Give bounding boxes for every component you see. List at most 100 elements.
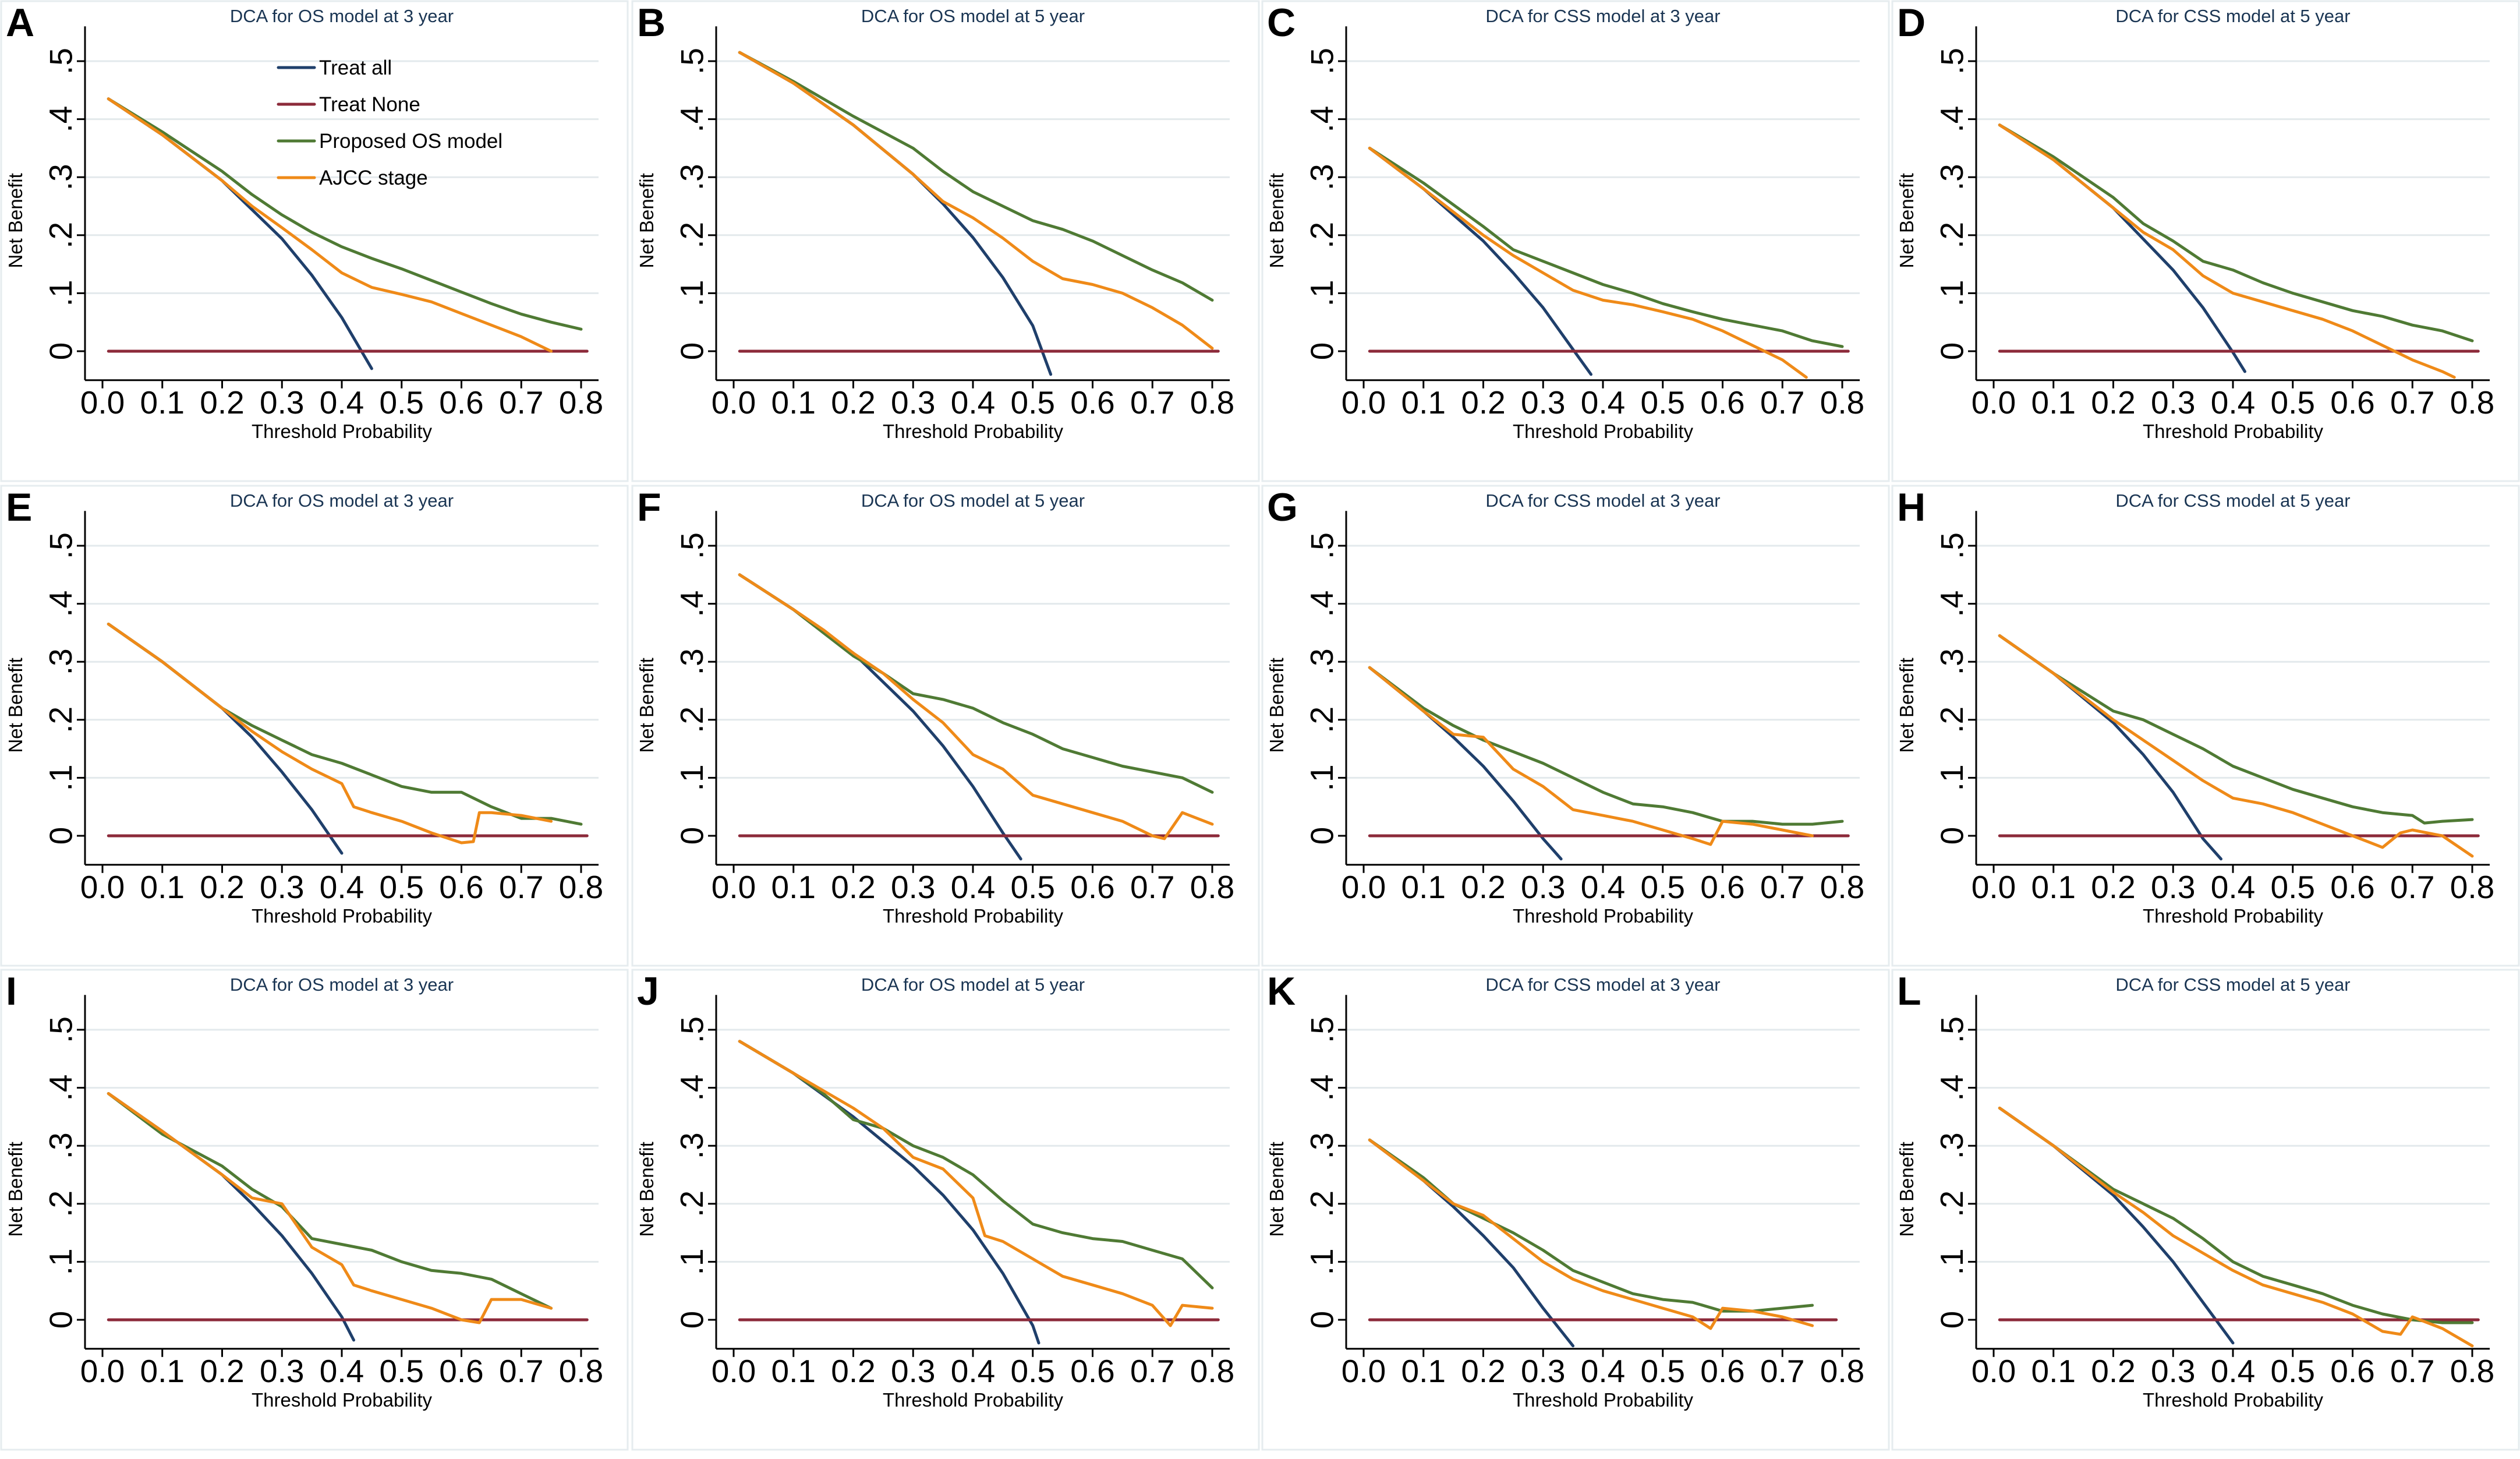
y-tick-label: .2 [674,222,710,249]
x-tick-label: 0.5 [1011,1353,1055,1389]
chart-title: DCA for OS model at 3 year [230,6,454,26]
x-tick-label: 0.2 [2091,384,2135,421]
y-tick-label: .5 [1934,48,1970,75]
series-proposed-os-model [738,573,1214,794]
x-tick-label: 0.4 [951,1353,995,1389]
x-tick-label: 0.5 [1641,869,1685,905]
x-tick-label: 0.0 [712,1353,756,1389]
y-tick-label: .5 [674,532,710,559]
panel-letter: I [6,969,17,1013]
y-tick-label: .3 [1304,164,1340,190]
y-tick-label: .2 [43,706,79,733]
y-tick-label: .2 [1304,1190,1340,1217]
x-tick-label: 0.3 [1521,1353,1565,1389]
x-tick-label: 0.5 [1641,384,1685,421]
y-tick-label: .5 [43,1016,79,1043]
y-tick-label: .4 [1934,1075,1970,1101]
x-tick-label: 0.7 [1130,384,1174,421]
x-tick-label: 0.1 [771,384,816,421]
series-ajcc-stage [1368,1138,1814,1330]
x-tick-label: 0.0 [1972,869,2016,905]
x-tick-label: 0.0 [1972,1353,2016,1389]
y-tick-label: .4 [674,1075,710,1101]
x-tick-label: 0.6 [1070,869,1114,905]
x-tick-label: 0.2 [831,869,875,905]
y-tick-label: .2 [43,1190,79,1217]
y-tick-label: .5 [1934,1016,1970,1043]
panel-d: 0.1.2.3.4.50.0 0.1 0.2 0.3 0.4 0.5 0.6 0.7 0.8Th… [1891,0,2520,482]
x-tick-label: 0.1 [140,869,185,905]
legend-label-treat-all: Treat all [319,56,392,79]
x-tick-label: 0.5 [1641,1353,1685,1389]
y-axis-title: Net Benefit [636,1142,657,1237]
y-tick-label: .4 [674,591,710,617]
series-ajcc-stage [1998,123,2456,379]
y-tick-label: 0 [1304,1311,1340,1329]
series-proposed-os-model [738,51,1214,302]
chart-title: DCA for CSS model at 3 year [1485,974,1720,995]
x-tick-label: 0.1 [1401,384,1446,421]
x-tick-label: 0.5 [380,384,424,421]
panel-f: 0.1.2.3.4.50.0 0.1 0.2 0.3 0.4 0.5 0.6 0.7 0.8Th… [631,485,1260,967]
y-tick-label: .2 [1304,222,1340,249]
x-tick-label: 0.4 [1581,1353,1625,1389]
y-tick-label: .4 [1304,106,1340,133]
x-tick-label: 0.3 [1521,869,1565,905]
panel-letter: J [637,969,659,1013]
y-tick-label: 0 [43,1311,79,1329]
y-tick-label: .3 [43,1132,79,1159]
x-tick-label: 0.6 [2330,384,2374,421]
x-tick-label: 0.5 [380,1353,424,1389]
x-axis-title: Threshold Probability [252,1389,432,1411]
x-axis-title: Threshold Probability [252,421,432,442]
x-tick-label: 0.7 [1130,1353,1174,1389]
panel-frame [1891,0,2520,482]
series-ajcc-stage [738,573,1214,840]
y-tick-label: .2 [1934,1190,1970,1217]
x-tick-label: 0.1 [2031,1353,2076,1389]
chart-title: DCA for CSS model at 3 year [1485,490,1720,511]
x-tick-label: 0.0 [80,384,125,421]
y-tick-label: .1 [1934,764,1970,791]
panel-frame [0,969,629,1451]
chart-title: DCA for OS model at 5 year [861,490,1085,511]
x-tick-label: 0.6 [2330,869,2374,905]
x-tick-label: 0.4 [320,1353,364,1389]
x-axis-title: Threshold Probability [252,905,432,927]
x-tick-label: 0.7 [1760,1353,1804,1389]
y-tick-label: .1 [1304,1248,1340,1275]
y-tick-label: .4 [674,106,710,133]
legend-label-ajcc-stage: AJCC stage [319,167,428,189]
y-tick-label: .2 [674,706,710,733]
x-tick-label: 0.0 [80,1353,125,1389]
x-tick-label: 0.6 [1070,384,1114,421]
x-tick-label: 0.7 [2390,384,2434,421]
x-tick-label: 0.8 [2450,869,2494,905]
y-tick-label: .4 [1304,1075,1340,1101]
y-tick-label: .1 [1304,280,1340,306]
series-proposed-os-model [1998,1107,2474,1324]
x-tick-label: 0.4 [320,384,364,421]
panel-b: 0.1.2.3.4.50.0 0.1 0.2 0.3 0.4 0.5 0.6 0.7 0.8Th… [631,0,1260,482]
x-axis-title: Threshold Probability [883,905,1063,927]
y-tick-label: .5 [43,532,79,559]
y-tick-label: .2 [43,222,79,249]
x-tick-label: 0.0 [1342,869,1386,905]
y-axis-title: Net Benefit [636,658,657,753]
x-tick-label: 0.2 [1461,1353,1505,1389]
x-tick-label: 0.3 [891,869,935,905]
y-tick-label: .2 [1934,222,1970,249]
x-tick-label: 0.1 [2031,869,2076,905]
y-tick-label: 0 [674,1311,710,1329]
y-tick-label: 0 [674,827,710,845]
y-tick-label: .5 [674,48,710,75]
x-tick-label: 0.0 [1342,384,1386,421]
x-tick-label: 0.8 [559,869,603,905]
y-tick-label: .4 [1934,106,1970,133]
panel-frame [1261,969,1890,1451]
x-tick-label: 0.3 [260,384,304,421]
x-tick-label: 0.4 [2211,1353,2255,1389]
x-tick-label: 0.6 [1700,1353,1744,1389]
x-tick-label: 0.7 [1130,869,1174,905]
series-ajcc-stage [1998,634,2474,858]
